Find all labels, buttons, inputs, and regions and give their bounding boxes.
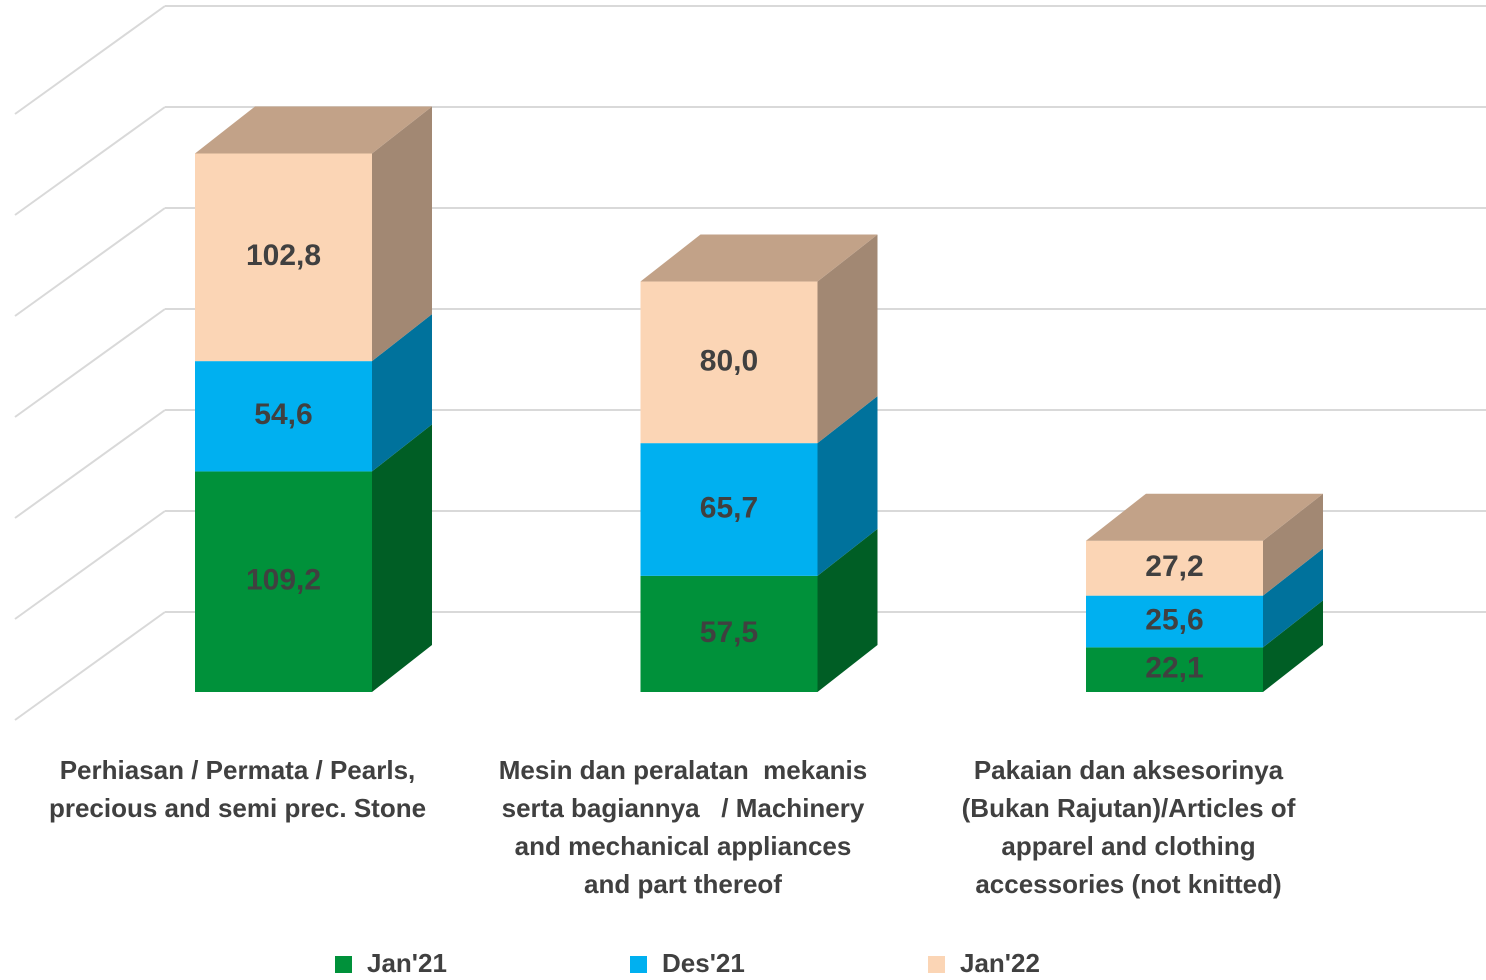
bar-side bbox=[817, 528, 878, 692]
bar-segment bbox=[640, 528, 878, 692]
bar-front bbox=[1086, 647, 1263, 692]
x-tick-label: Mesin dan peralatan mekanis serta bagian… bbox=[498, 755, 868, 899]
x-tick-label: Pakaian dan aksesorinya (Bukan Rajutan)/… bbox=[961, 755, 1296, 899]
bar-segment bbox=[1086, 600, 1323, 692]
bar-front bbox=[1086, 540, 1263, 596]
bar-front bbox=[640, 443, 818, 576]
data-label: 25,6 bbox=[1145, 603, 1203, 636]
bar-segment bbox=[640, 234, 878, 444]
bar-top bbox=[640, 234, 878, 282]
grid-line bbox=[14, 5, 166, 115]
data-label: 102,8 bbox=[246, 239, 321, 272]
grid-line bbox=[14, 409, 166, 519]
legend-swatch bbox=[630, 956, 647, 973]
bar-side bbox=[372, 424, 432, 692]
bar-front bbox=[1086, 595, 1263, 648]
legend-swatch bbox=[928, 956, 945, 973]
bar-side bbox=[1263, 548, 1323, 648]
bar-segment bbox=[1086, 548, 1323, 648]
bar-segment bbox=[640, 396, 878, 576]
bar-side bbox=[817, 234, 878, 444]
legend-label: Jan'21 bbox=[367, 948, 447, 978]
bar-front bbox=[195, 153, 372, 362]
bar-segment bbox=[195, 106, 432, 362]
bar-front bbox=[640, 281, 818, 444]
bar-segment bbox=[195, 314, 432, 472]
bar-top bbox=[195, 106, 432, 154]
grid-line bbox=[14, 611, 166, 721]
bar-front bbox=[640, 575, 818, 692]
legend-label: Des'21 bbox=[662, 948, 745, 978]
legend-label: Jan'22 bbox=[960, 948, 1040, 978]
bar-segment bbox=[195, 424, 432, 692]
grid-line bbox=[14, 106, 166, 216]
bar-side bbox=[817, 396, 878, 576]
data-label: 80,0 bbox=[700, 344, 758, 377]
bar-side bbox=[1263, 600, 1323, 692]
bar-side bbox=[372, 314, 432, 472]
bar-side bbox=[372, 106, 432, 362]
grid-line bbox=[14, 308, 166, 418]
x-tick-label: Perhiasan / Permata / Pearls, precious a… bbox=[48, 755, 427, 823]
data-label: 22,1 bbox=[1145, 652, 1203, 685]
data-label: 27,2 bbox=[1145, 550, 1203, 583]
grid-line bbox=[14, 510, 166, 620]
data-label: 54,6 bbox=[254, 398, 312, 431]
data-label: 65,7 bbox=[700, 491, 758, 524]
data-label: 57,5 bbox=[700, 616, 758, 649]
bar-top bbox=[1086, 493, 1323, 541]
bar-front bbox=[195, 361, 372, 472]
bar-segment bbox=[1086, 493, 1323, 596]
legend-swatch bbox=[335, 956, 352, 973]
bar-side bbox=[1263, 493, 1323, 596]
bar-front bbox=[195, 471, 372, 692]
grid-line bbox=[14, 207, 166, 317]
data-label: 109,2 bbox=[246, 564, 321, 597]
